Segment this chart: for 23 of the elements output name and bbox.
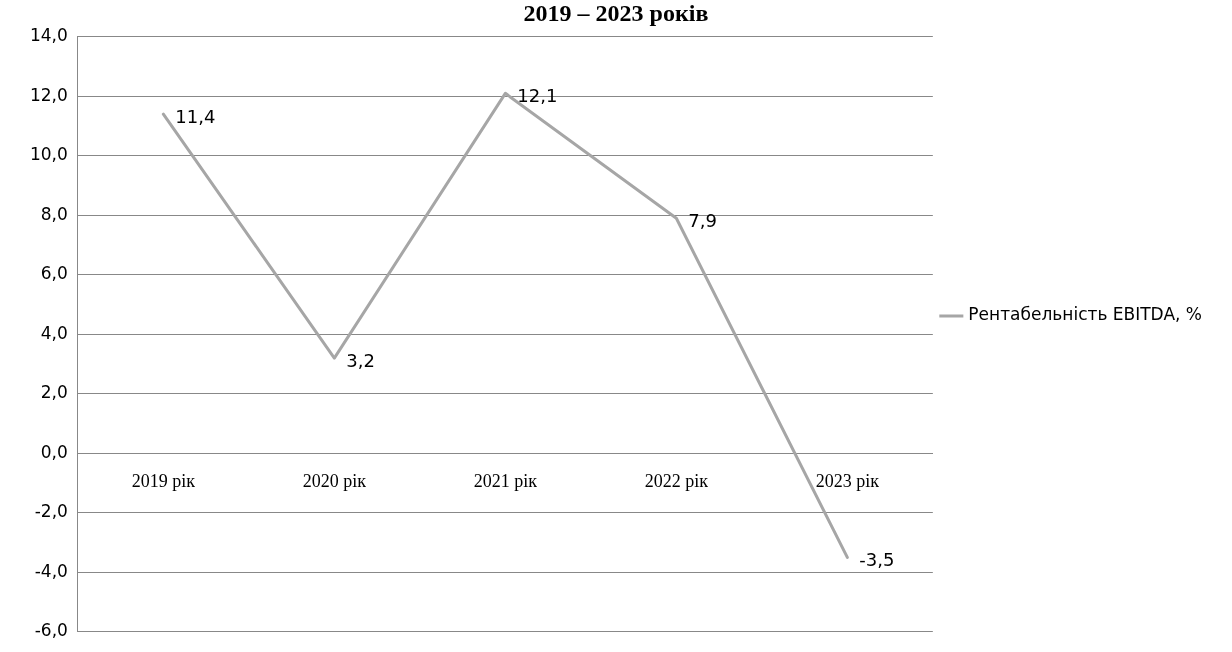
- y-tick-label: 10,0: [29, 144, 68, 165]
- text: 7,9: [688, 209, 717, 231]
- y-tick-label: 4,0: [40, 322, 68, 343]
- y-tick-label: 12,0: [29, 84, 68, 105]
- x-tick-label: 2019 рік: [131, 470, 196, 491]
- x-tick-label: 2021 рік: [473, 470, 538, 491]
- x-tick-label: 2023 рік: [815, 470, 880, 491]
- text: 12,1: [517, 85, 558, 106]
- x-tick-label: 2020 рік: [302, 470, 367, 491]
- y-tick-label: 8,0: [40, 203, 68, 224]
- y-tick-label: 14,0: [29, 25, 68, 46]
- y-tick-label: 2,0: [40, 382, 68, 403]
- legend-label: Рентабельність EBITDA, %: [968, 304, 1202, 325]
- x-tick-label: 2022 рік: [644, 470, 709, 491]
- y-tick-label: -4,0: [34, 560, 68, 581]
- y-tick-label: -6,0: [34, 620, 68, 641]
- chart-title: 2019 – 2023 років: [523, 0, 709, 26]
- text: -3,5: [859, 549, 895, 571]
- y-tick-label: 0,0: [40, 441, 68, 462]
- text: 11,4: [175, 105, 216, 127]
- y-tick-label: -2,0: [34, 501, 68, 522]
- text: 3,2: [346, 349, 375, 371]
- y-tick-label: 6,0: [40, 263, 68, 284]
